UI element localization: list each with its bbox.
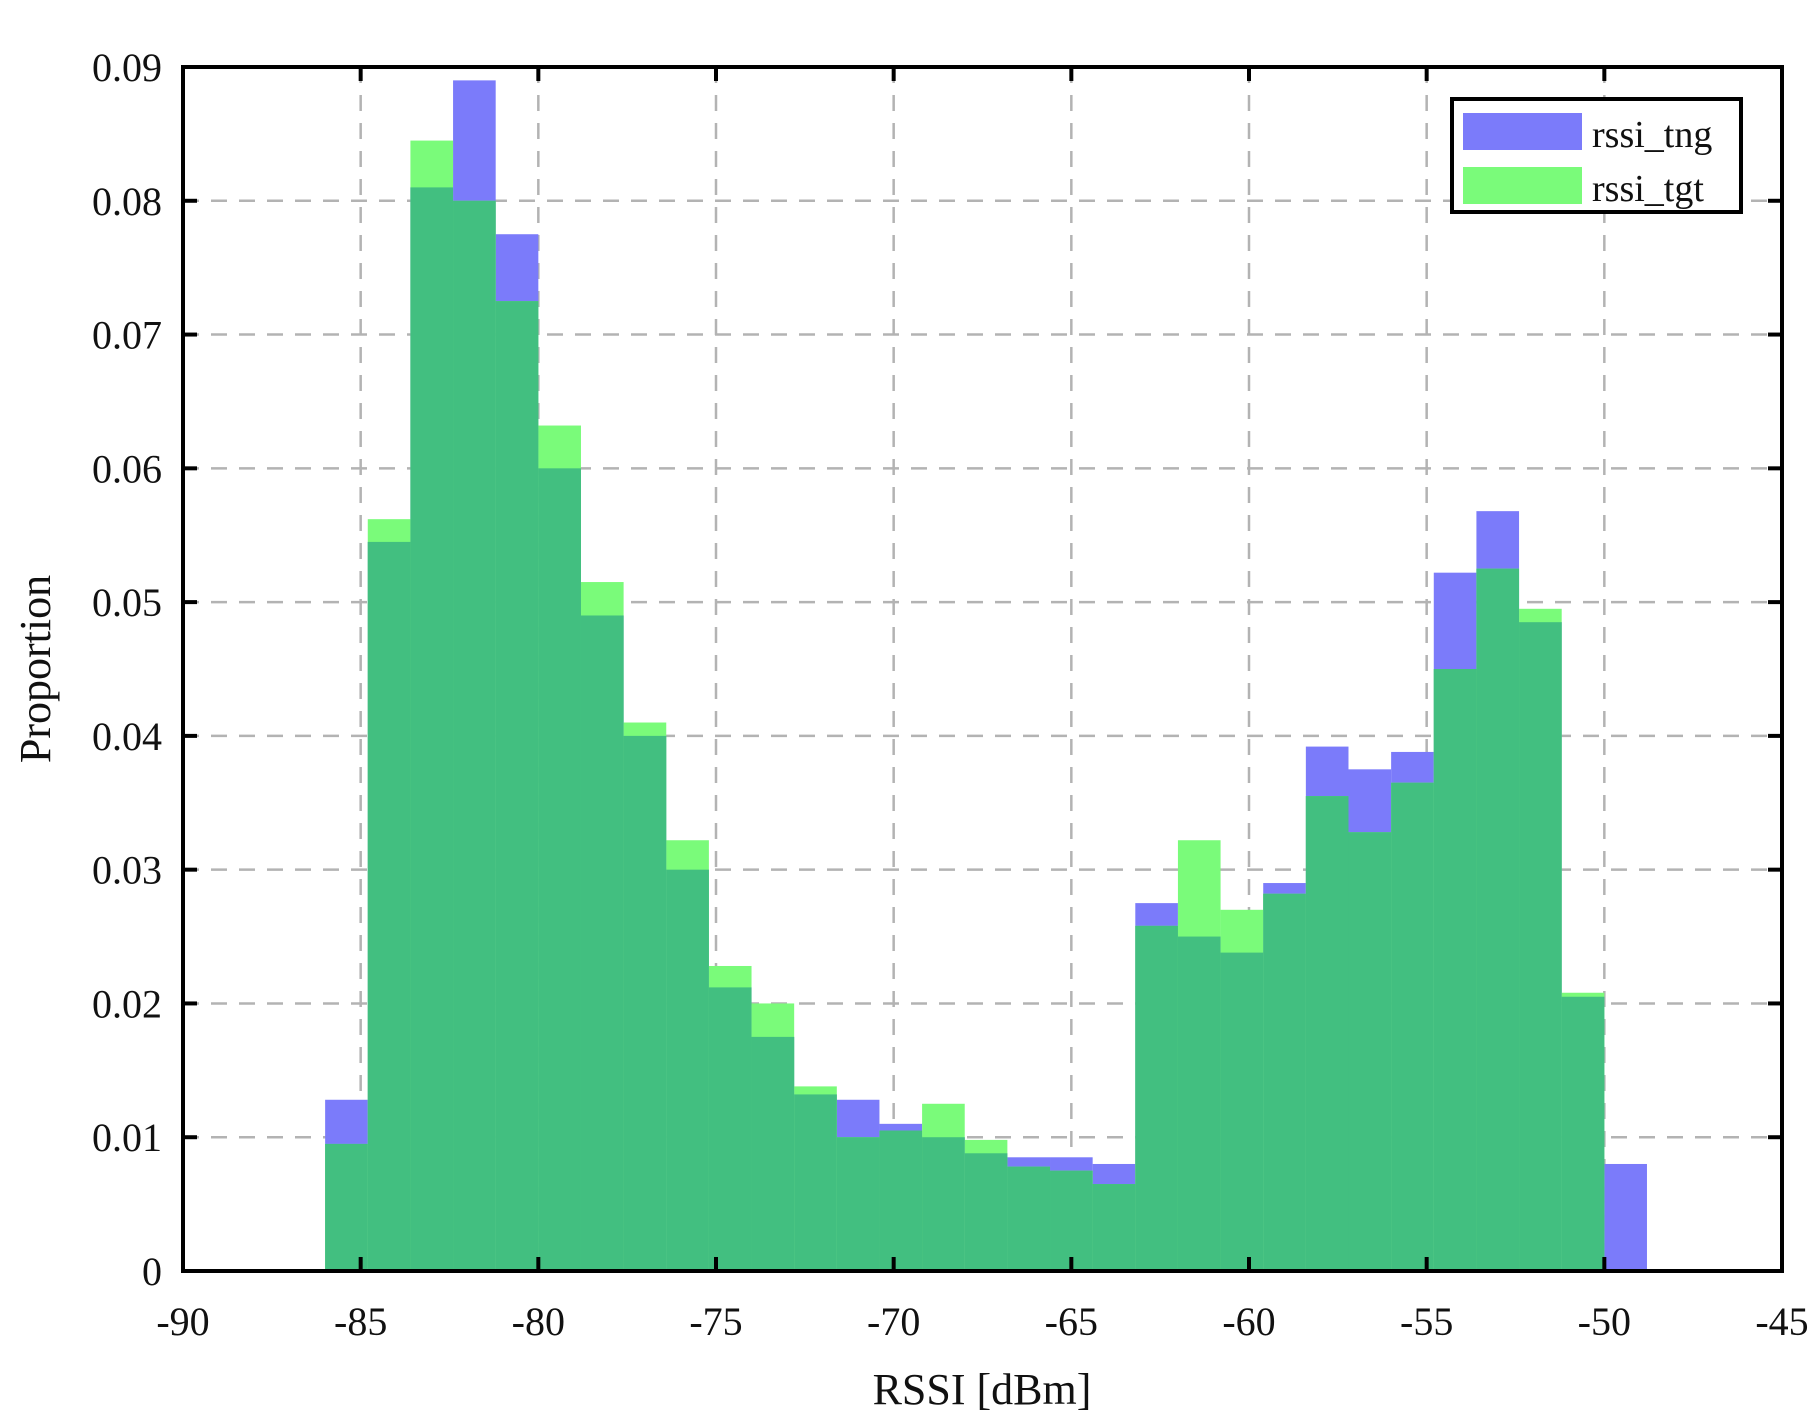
x-tick-labels: -90 -85 -80 -75 -70 -65 -60 -55 -50 -45 — [156, 1299, 1808, 1344]
y-tick-label: 0 — [142, 1249, 162, 1294]
bar-overlap — [794, 1094, 837, 1271]
legend-swatch-rssi-tng — [1463, 113, 1582, 150]
bar-overlap — [410, 187, 454, 1271]
x-tick-label: -60 — [1222, 1299, 1275, 1344]
bar-overlap — [453, 200, 496, 1271]
bar-overlap — [1476, 568, 1520, 1271]
bar-overlap — [1177, 936, 1221, 1271]
x-tick-label: -90 — [156, 1299, 209, 1344]
legend-swatch-rssi-tgt — [1463, 167, 1582, 204]
bar-overlap — [623, 735, 667, 1271]
bar-overlap — [666, 869, 709, 1271]
bar-overlap — [1220, 952, 1264, 1271]
bar-overlap — [836, 1137, 880, 1271]
bar-overlap — [1092, 1184, 1136, 1271]
bar-overlap — [1519, 622, 1562, 1271]
x-tick-label: -50 — [1578, 1299, 1631, 1344]
bar-overlap — [708, 987, 752, 1271]
bar-overlap — [1391, 782, 1434, 1271]
y-axis-label: Proportion — [11, 575, 60, 763]
x-tick-label: -45 — [1755, 1299, 1808, 1344]
y-tick-label: 0.06 — [92, 446, 162, 491]
bar-overlap — [922, 1137, 965, 1271]
y-tick-label: 0.01 — [92, 1115, 162, 1160]
legend-label-rssi-tgt: rssi_tgt — [1592, 168, 1704, 210]
y-tick-label: 0.04 — [92, 714, 162, 759]
bar-overlap — [1348, 832, 1392, 1271]
y-tick-labels: 0 0.01 0.02 0.03 0.04 0.05 0.06 0.07 0.08 0.09 — [92, 45, 162, 1294]
x-tick-label: -65 — [1045, 1299, 1098, 1344]
y-tick-label: 0.03 — [92, 848, 162, 893]
bar-overlap — [1305, 796, 1349, 1271]
bar-overlap — [538, 468, 581, 1271]
plot-frame — [181, 65, 1784, 1273]
bar-overlap — [1433, 669, 1477, 1271]
bar-overlap — [879, 1130, 923, 1271]
bar-overlap — [367, 541, 411, 1271]
bar-overlap — [325, 1143, 368, 1271]
bar-overlap — [1135, 925, 1178, 1271]
x-tick-label: -70 — [867, 1299, 920, 1344]
bar-rssi-tng — [1604, 1163, 1647, 1271]
x-tick-label: -75 — [689, 1299, 742, 1344]
x-tick-label: -55 — [1400, 1299, 1453, 1344]
bar-overlap — [495, 301, 539, 1272]
y-tick-label: 0.07 — [92, 313, 162, 358]
bar-overlap — [1007, 1166, 1051, 1271]
bar-overlap — [964, 1153, 1008, 1271]
legend-label-rssi-tng: rssi_tng — [1592, 114, 1712, 156]
overlap-bars — [325, 187, 1605, 1272]
x-tick-label: -85 — [334, 1299, 387, 1344]
ticks-layer — [181, 65, 1784, 1273]
bar-overlap — [751, 1036, 795, 1271]
bar-overlap — [1263, 893, 1306, 1271]
bar-overlap — [580, 615, 624, 1271]
x-tick-label: -80 — [512, 1299, 565, 1344]
y-tick-label: 0.02 — [92, 981, 162, 1026]
legend: rssi_tng rssi_tgt — [1450, 97, 1743, 214]
bar-overlap — [1561, 996, 1605, 1271]
y-tick-label: 0.08 — [92, 179, 162, 224]
bar-overlap — [1050, 1170, 1093, 1271]
y-tick-label: 0.09 — [92, 45, 162, 90]
y-tick-label: 0.05 — [92, 580, 162, 625]
x-axis-label: RSSI [dBm] — [873, 1365, 1092, 1414]
